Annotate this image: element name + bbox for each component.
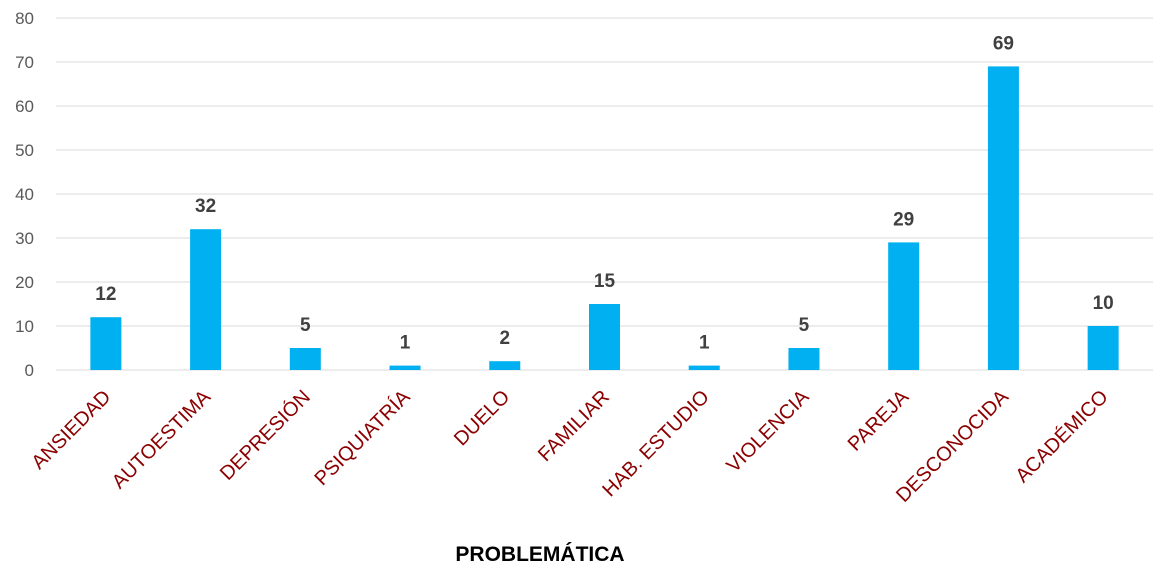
x-tick-label: PSIQUIATRÍA xyxy=(310,385,415,490)
y-tick-label: 80 xyxy=(15,9,34,28)
data-label: 1 xyxy=(400,333,411,354)
x-tick-label: AUTOESTIMA xyxy=(108,386,216,494)
gridlines xyxy=(56,17,1153,371)
x-tick-label: DEPRESIÓN xyxy=(215,385,315,485)
data-label: 1 xyxy=(699,333,710,354)
bars xyxy=(90,66,1119,371)
data-label: 69 xyxy=(993,33,1014,54)
bar xyxy=(190,229,222,370)
data-label: 2 xyxy=(499,328,510,349)
bar xyxy=(489,361,521,370)
bar xyxy=(289,348,321,370)
x-tick-label: ACADÉMICO xyxy=(1011,385,1113,487)
data-label: 10 xyxy=(1093,293,1114,314)
bar xyxy=(389,365,421,370)
x-tick-label: ANSIEDAD xyxy=(28,386,116,474)
y-tick-label: 40 xyxy=(15,185,34,204)
data-label: 32 xyxy=(195,196,216,217)
bar xyxy=(90,317,122,370)
bar xyxy=(688,365,720,370)
x-tick-label: VIOLENCIA xyxy=(722,386,813,477)
y-tick-label: 10 xyxy=(15,317,34,336)
bar xyxy=(987,66,1019,371)
x-tick-label: HAB. ESTUDIO xyxy=(598,386,713,501)
x-axis-label: PROBLEMÁTICA xyxy=(455,543,624,566)
y-tick-label: 30 xyxy=(15,229,34,248)
bar xyxy=(1087,326,1119,370)
x-tick-label: FAMILIAR xyxy=(534,386,614,466)
y-tick-label: 70 xyxy=(15,53,34,72)
x-tick-label: PAREJA xyxy=(844,386,914,456)
bar xyxy=(589,304,620,370)
data-label: 5 xyxy=(300,315,311,336)
bar xyxy=(888,242,920,370)
data-label: 12 xyxy=(95,284,116,305)
data-label: 29 xyxy=(893,209,914,230)
y-tick-label: 20 xyxy=(15,273,34,292)
y-tick-label: 50 xyxy=(15,141,34,160)
data-label: 15 xyxy=(594,271,616,292)
y-tick-label: 60 xyxy=(15,97,34,116)
data-label: 5 xyxy=(799,315,810,336)
x-tick-label: DUELO xyxy=(450,386,514,450)
y-axis-ticks: 0 10 20 30 40 50 60 70 80 xyxy=(15,9,34,380)
bar xyxy=(788,348,820,370)
y-tick-label: 0 xyxy=(25,361,34,380)
